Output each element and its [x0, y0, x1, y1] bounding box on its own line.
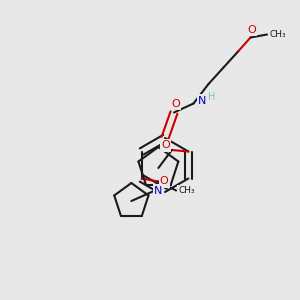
Text: H: H [208, 92, 216, 103]
Text: N: N [198, 95, 206, 106]
Text: N: N [154, 185, 163, 196]
Text: O: O [161, 140, 170, 151]
Text: O: O [160, 176, 169, 187]
Text: CH₃: CH₃ [269, 30, 286, 39]
Text: CH₃: CH₃ [178, 186, 195, 195]
Text: O: O [248, 25, 256, 35]
Text: O: O [171, 99, 180, 109]
